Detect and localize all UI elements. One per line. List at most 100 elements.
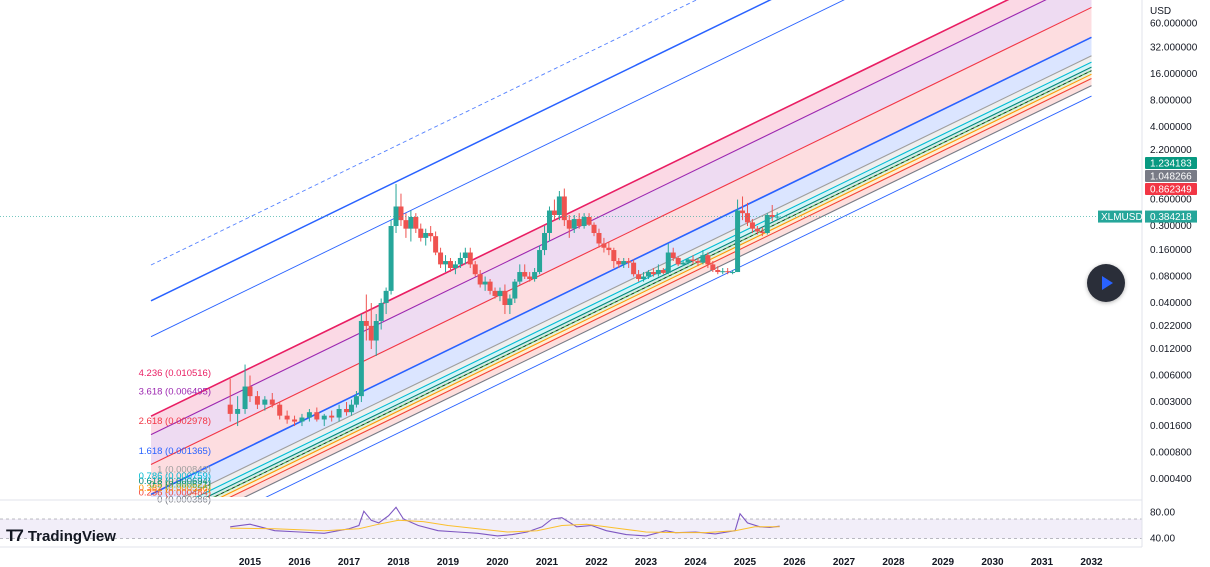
price-tag-label: 1.234183 bbox=[1150, 159, 1192, 170]
fib-line-0.618 bbox=[205, 66, 1092, 497]
candle-body bbox=[472, 264, 478, 275]
replay-play-button[interactable] bbox=[1087, 264, 1125, 302]
price-tick-label: 4.000000 bbox=[1150, 122, 1192, 133]
rsi-line bbox=[230, 506, 780, 537]
fib-line-3.618 bbox=[150, 0, 1047, 436]
year-tick-label: 2031 bbox=[1031, 557, 1054, 567]
candle-body bbox=[626, 261, 632, 263]
candle-body bbox=[759, 231, 765, 233]
candle-body bbox=[373, 320, 379, 341]
candle-body bbox=[641, 276, 647, 280]
price-tag-box bbox=[1145, 183, 1197, 195]
price-tick-label: 0.003000 bbox=[1150, 397, 1192, 408]
candle-body bbox=[242, 386, 248, 409]
price-axis[interactable]: 60.000000 32.000000 16.000000 8.000000 4.000… bbox=[1141, 0, 1198, 547]
year-tick-label: 2015 bbox=[239, 557, 262, 567]
year-tick-label: 2019 bbox=[437, 557, 460, 567]
candle-body bbox=[353, 396, 359, 405]
channel-extension-line bbox=[150, 0, 772, 302]
rsi-tick-label: 40.00 bbox=[1150, 534, 1175, 545]
fib-line-0.786 bbox=[195, 61, 1092, 497]
candles bbox=[227, 184, 780, 427]
candle-body bbox=[690, 259, 696, 262]
rsi-panel: 80.00 40.00 bbox=[0, 499, 1175, 545]
candle-body bbox=[227, 404, 233, 414]
candle-body bbox=[636, 274, 642, 280]
price-tick-label: 8.000000 bbox=[1150, 96, 1192, 107]
year-tick-label: 2032 bbox=[1080, 557, 1103, 567]
candle-body bbox=[413, 216, 419, 229]
candle-body bbox=[710, 264, 716, 270]
candle-body bbox=[744, 213, 750, 223]
candle-body bbox=[576, 219, 582, 227]
candle-body bbox=[262, 399, 268, 405]
candle-body bbox=[769, 215, 775, 217]
symbol-tag-box bbox=[1098, 210, 1142, 223]
price-tick-label: 0.000400 bbox=[1150, 474, 1192, 485]
price-tag-box bbox=[1145, 157, 1197, 169]
candle-body bbox=[408, 216, 414, 229]
fib-label-1: 1 (0.000843) bbox=[157, 465, 211, 476]
candle-body bbox=[571, 219, 577, 229]
price-tick-label: 0.040000 bbox=[1150, 298, 1192, 309]
year-tick-label: 2022 bbox=[585, 557, 608, 567]
candle-body bbox=[670, 252, 676, 258]
fib-label-0.5: 0.5 (0.000621) bbox=[149, 479, 211, 490]
currency-label: USD bbox=[1150, 6, 1171, 17]
candle-body bbox=[447, 261, 453, 269]
candle-body bbox=[284, 415, 290, 420]
candle-body bbox=[645, 272, 651, 277]
price-tick-label: 32.000000 bbox=[1150, 43, 1198, 54]
candle-body bbox=[680, 262, 686, 265]
candle-body bbox=[735, 210, 741, 273]
fib-zone-3.618 bbox=[151, 0, 1092, 465]
candle-body bbox=[314, 412, 320, 420]
candle-body bbox=[368, 325, 374, 341]
candle-body bbox=[749, 222, 755, 229]
price-tick-label: 60.000000 bbox=[1150, 19, 1198, 30]
fib-label-0.786: 0.786 (0.000759) bbox=[139, 471, 211, 482]
tradingview-logo[interactable]: T7 TradingView bbox=[6, 526, 116, 546]
fib-label-0.618: 0.618 (0.000694) bbox=[139, 476, 211, 487]
fib-label-0.236: 0.236 (0.000484) bbox=[139, 487, 211, 498]
price-tick-label: 0.600000 bbox=[1150, 195, 1192, 206]
time-axis[interactable]: 2015 2016 2017 2018 2019 2020 2021 2022 2023 2024… bbox=[0, 546, 1142, 567]
candle-body bbox=[542, 232, 548, 251]
currency-text: USD bbox=[1150, 6, 1171, 17]
price-tick-label: 0.080000 bbox=[1150, 272, 1192, 283]
candle-body bbox=[477, 274, 483, 285]
price-tick-label: 0.001600 bbox=[1150, 421, 1192, 432]
year-tick-label: 2020 bbox=[486, 557, 509, 567]
rsi_ma-line bbox=[230, 519, 780, 534]
candle-body bbox=[537, 250, 543, 273]
candle-body bbox=[507, 298, 513, 305]
candle-body bbox=[277, 404, 283, 416]
candle-body bbox=[611, 250, 617, 262]
candle-body bbox=[586, 216, 592, 225]
price-tags: 1.234183 1.048266 0.862349 XLMUSD 0.384218 bbox=[1098, 157, 1197, 223]
fib-zone-0.236 bbox=[230, 78, 1092, 497]
candle-body bbox=[665, 252, 671, 273]
fib-zone-1 bbox=[183, 55, 1092, 497]
fib-channel-lines bbox=[150, 0, 1092, 497]
candle-body bbox=[546, 210, 552, 233]
candle-body bbox=[497, 290, 503, 297]
candle-body bbox=[428, 232, 434, 237]
candle-body bbox=[363, 320, 369, 326]
play-icon bbox=[1102, 276, 1113, 290]
candle-body bbox=[467, 252, 473, 265]
candle-body bbox=[764, 215, 770, 233]
candle-body bbox=[730, 272, 736, 274]
year-tick-label: 2025 bbox=[734, 557, 757, 567]
year-tick-label: 2030 bbox=[981, 557, 1004, 567]
candle-body bbox=[336, 408, 342, 418]
candle-body bbox=[566, 220, 572, 229]
candle-body bbox=[720, 271, 726, 273]
candle-body bbox=[695, 261, 701, 263]
candle-body bbox=[754, 228, 760, 232]
fib-line-0.236 bbox=[229, 78, 1092, 497]
candle-body bbox=[438, 252, 444, 265]
year-tick-label: 2029 bbox=[932, 557, 955, 567]
candle-body bbox=[487, 281, 493, 291]
